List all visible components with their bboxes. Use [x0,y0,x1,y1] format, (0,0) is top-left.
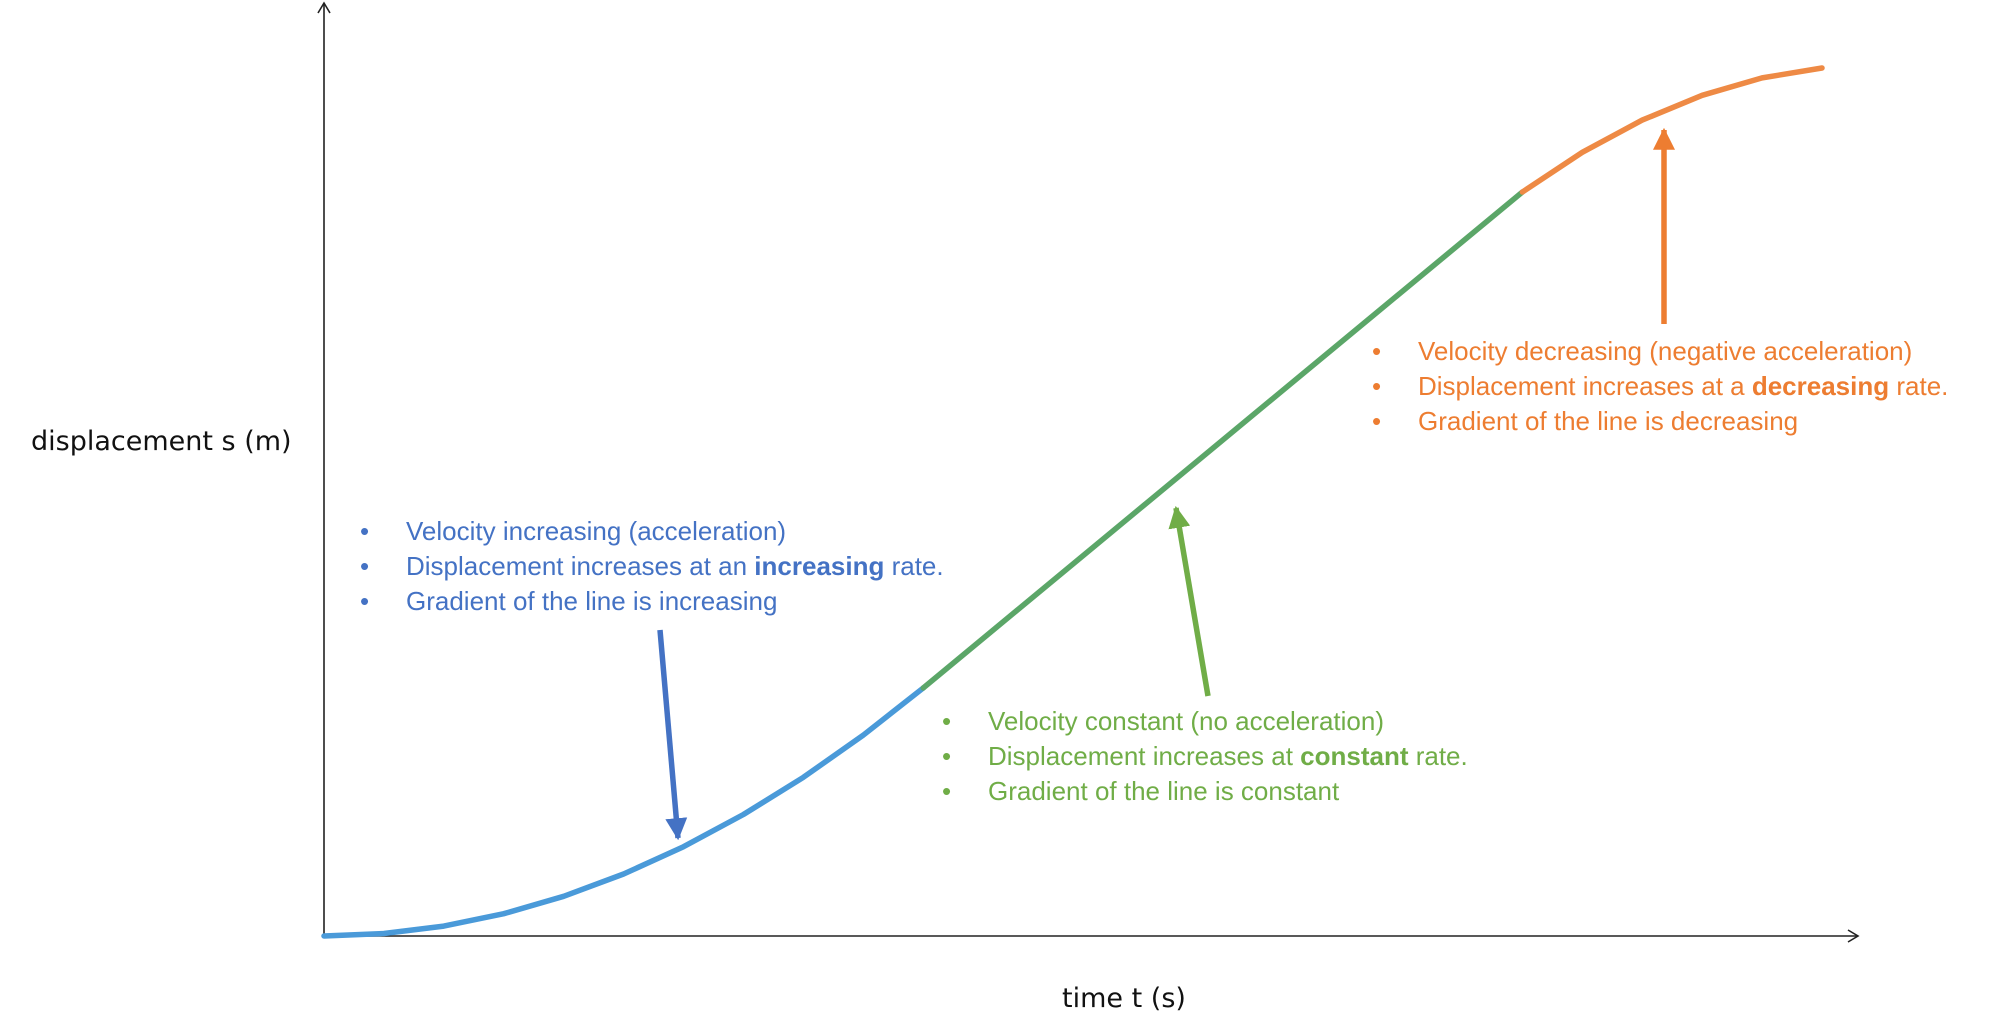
y-axis-label: displacement s (m) [31,426,292,457]
annotation-line: Displacement increases at an increasing … [360,549,944,584]
annotation-line: Velocity decreasing (negative accelerati… [1372,334,1948,369]
series-line-deceleration [1519,65,1825,195]
annotation-arrow-acceleration [657,629,688,841]
annotation-constant: Velocity constant (no acceleration) Disp… [942,704,1468,809]
series-line-acceleration [321,685,926,939]
annotation-line: Velocity constant (no acceleration) [942,704,1468,739]
annotation-line: Displacement increases at constant rate. [942,739,1468,774]
x-axis-arrowhead [1847,929,1860,943]
x-axis-label: time t (s) [1062,983,1186,1014]
annotation-line: Velocity increasing (acceleration) [360,514,944,549]
y-axis-arrowhead [317,1,331,14]
annotation-deceleration: Velocity decreasing (negative accelerati… [1372,334,1948,439]
series-line-constant [920,189,1526,691]
annotation-line: Gradient of the line is increasing [360,584,944,619]
annotation-line: Displacement increases at a decreasing r… [1372,369,1948,404]
annotation-arrow-constant [1168,505,1211,697]
annotation-line: Gradient of the line is decreasing [1372,404,1948,439]
annotation-acceleration: Velocity increasing (acceleration) Displ… [360,514,944,619]
annotation-line: Gradient of the line is constant [942,774,1468,809]
